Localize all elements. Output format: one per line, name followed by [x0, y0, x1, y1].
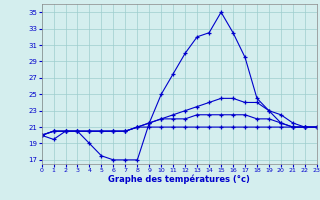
X-axis label: Graphe des températures (°c): Graphe des températures (°c): [108, 175, 250, 184]
